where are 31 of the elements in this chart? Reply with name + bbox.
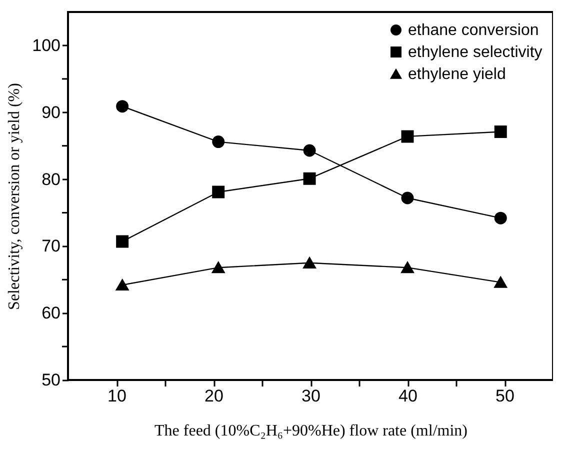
point: [303, 257, 316, 268]
y-axis-title: Selectivity, conversion or yield (%): [6, 83, 24, 310]
legend-label: ethylene yield: [408, 66, 506, 83]
y-tick-label: 90: [42, 102, 60, 122]
point: [212, 136, 225, 148]
x-tick-label: 10: [108, 386, 126, 406]
point: [116, 279, 129, 291]
point: [116, 235, 129, 248]
y-tick-label: 50: [42, 370, 60, 390]
point: [401, 262, 414, 274]
point: [303, 144, 316, 157]
point: [212, 262, 225, 274]
point: [494, 276, 507, 288]
x-axis-title: The feed (10%C₂H₆+90%He) flow rate (ml/min): [154, 422, 468, 440]
point: [401, 192, 414, 204]
y-tick-label: 100: [32, 36, 60, 55]
point: [494, 126, 507, 138]
y-tick-label: 70: [42, 236, 60, 256]
x-tick-label: 20: [204, 386, 224, 406]
x-tick-label: 50: [496, 386, 514, 406]
point: [401, 130, 414, 143]
y-tick-label: 60: [42, 304, 60, 323]
legend-label: ethane conversion: [408, 22, 539, 39]
point: [116, 100, 129, 113]
point: [212, 186, 225, 198]
point: [494, 212, 507, 224]
legend-label: ethylene selectivity: [408, 44, 542, 61]
x-tick-label: 30: [302, 386, 320, 406]
x-tick-label: 40: [398, 386, 418, 406]
y-tick-label: 80: [42, 170, 60, 189]
point: [303, 172, 316, 185]
